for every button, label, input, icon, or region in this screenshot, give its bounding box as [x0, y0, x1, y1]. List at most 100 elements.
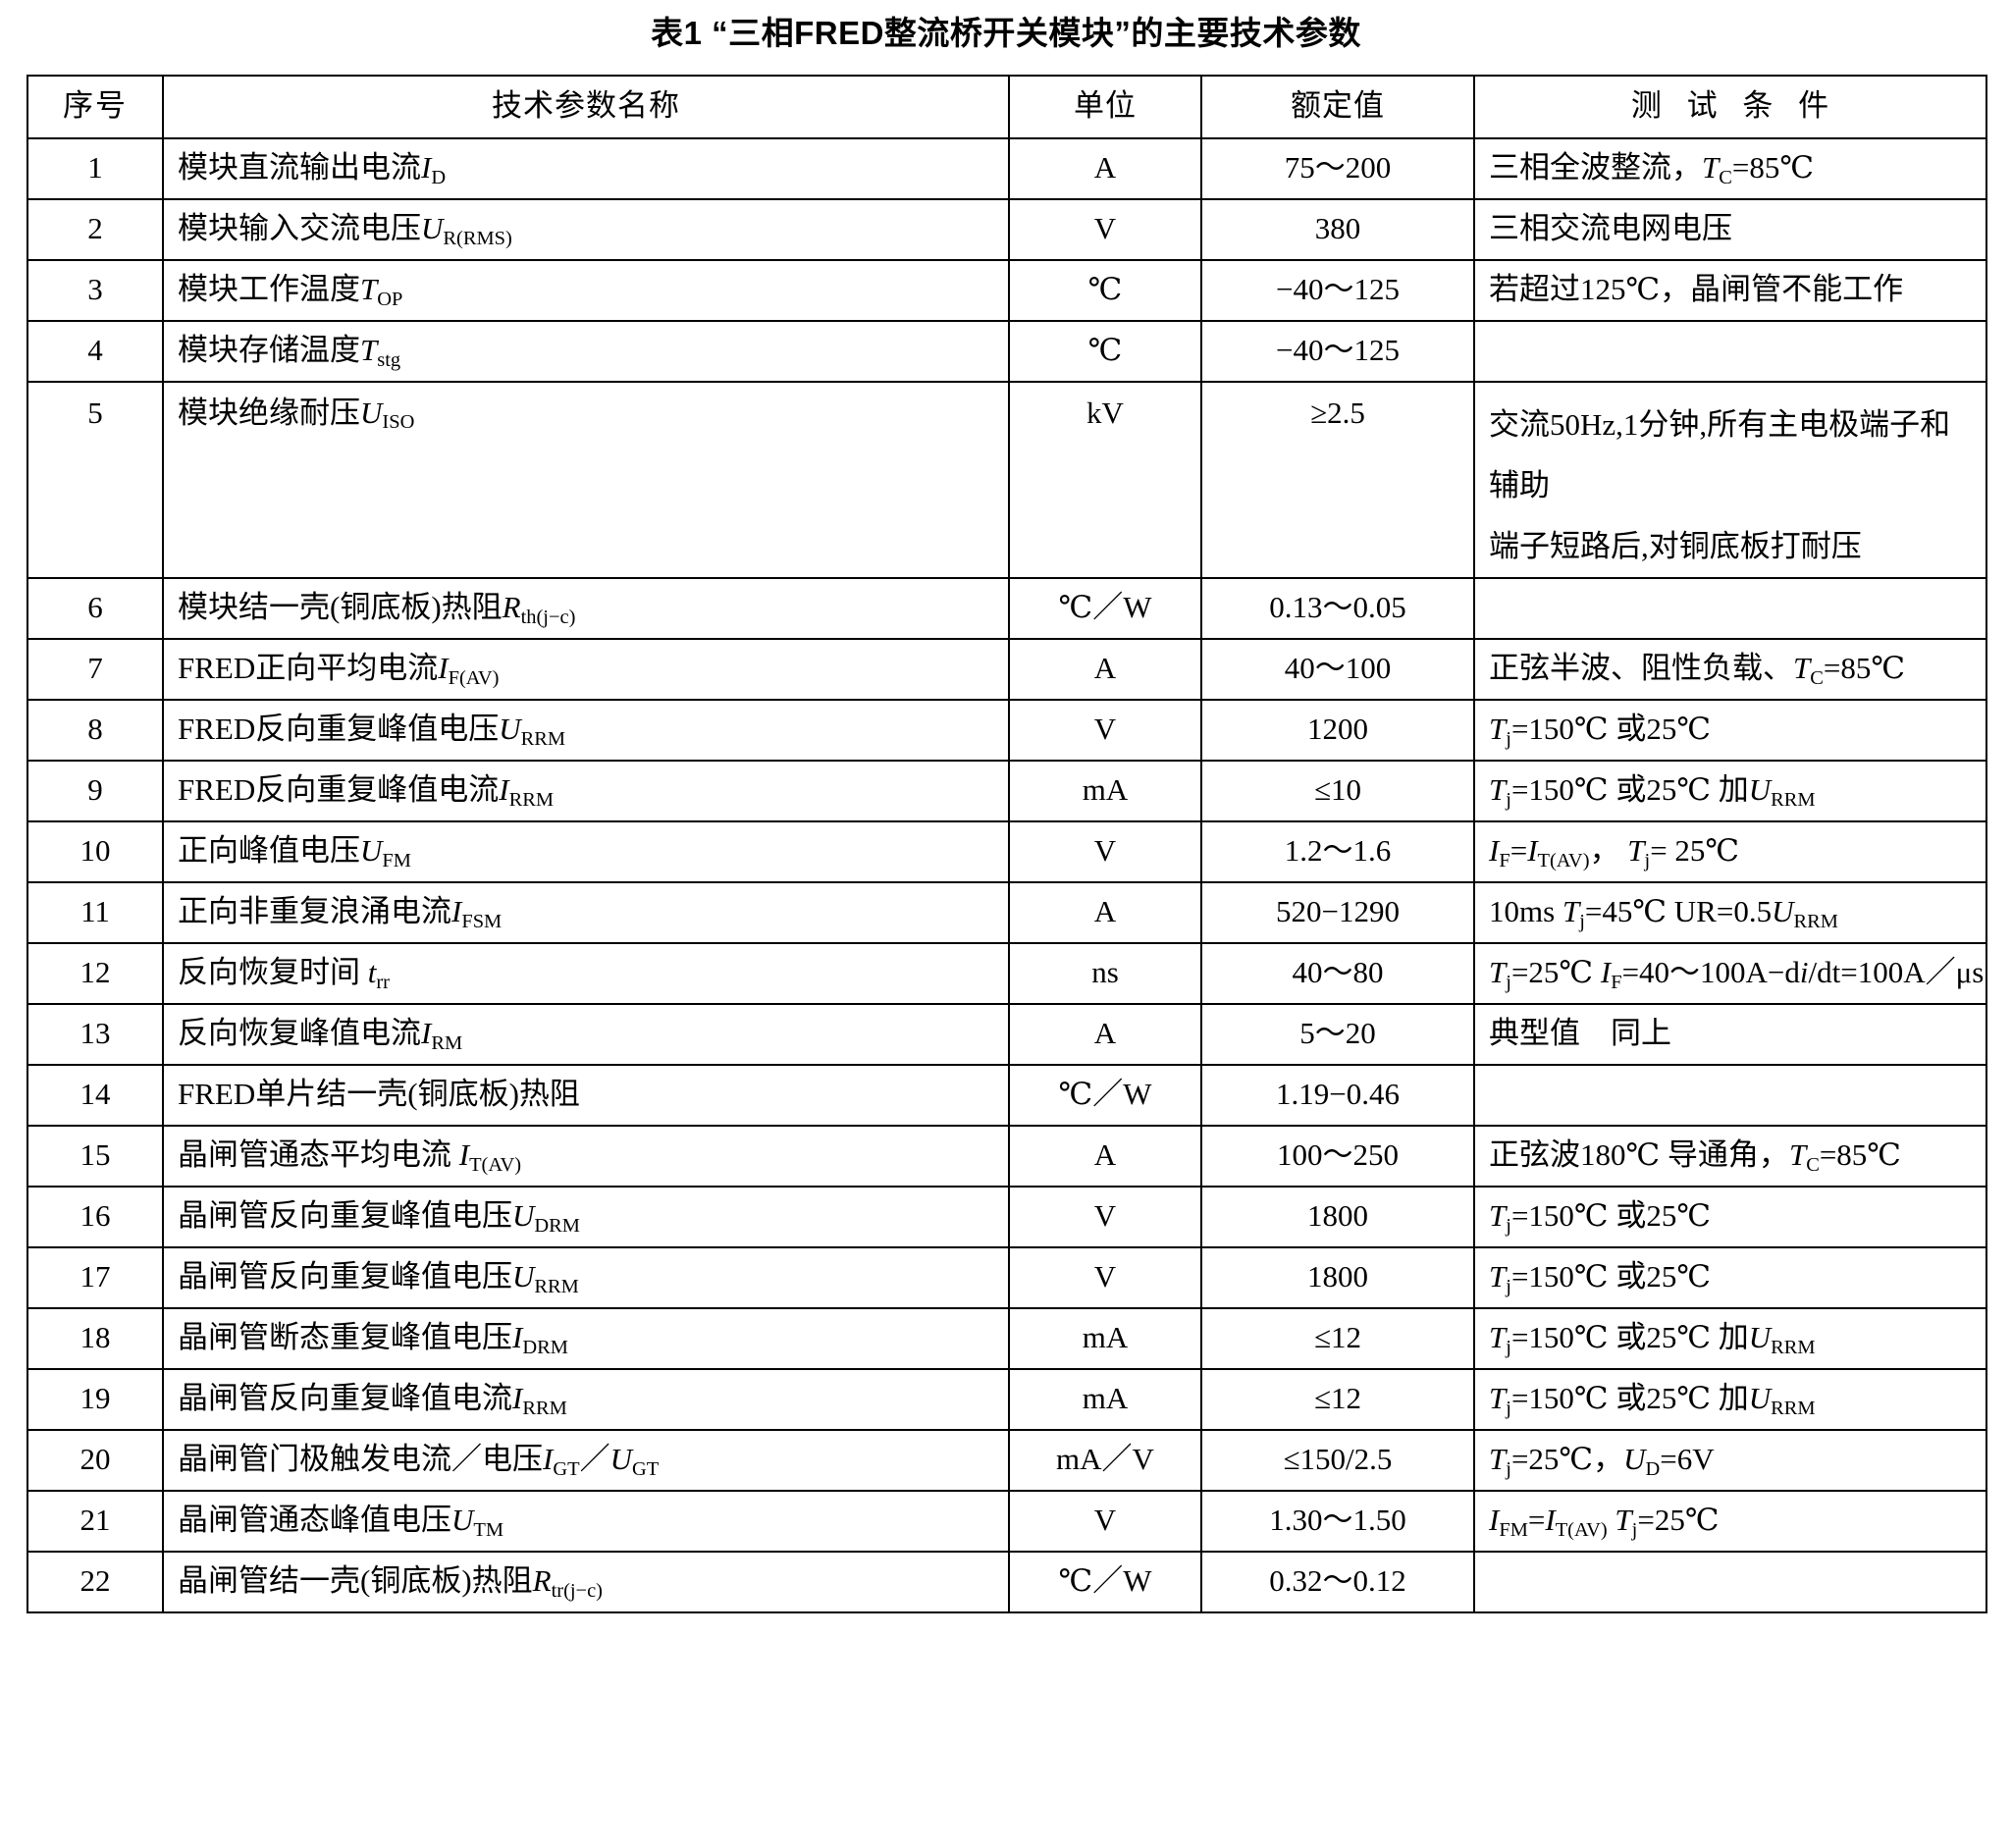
table-row: 7 FRED正向平均电流IF(AV) A 40～100 正弦半波、阻性负载、TC=85℃ — [26, 637, 1987, 701]
cell-test-condition — [1473, 319, 1987, 383]
cell-parameter-name: FRED反向重复峰值电流IRRM — [162, 759, 1010, 822]
cell-test-condition: 若超过125℃，晶闸管不能工作 — [1473, 258, 1987, 322]
cell-no: 9 — [26, 759, 164, 822]
cell-test-condition: 正弦半波、阻性负载、TC=85℃ — [1473, 637, 1987, 701]
cell-parameter-name: 晶闸管反向重复峰值电流IRRM — [162, 1367, 1010, 1431]
cell-no: 14 — [26, 1063, 164, 1127]
cell-test-condition: 三相交流电网电压 — [1473, 197, 1987, 261]
cell-test-condition: Tj=150℃ 或25℃ 加URRM — [1473, 1367, 1987, 1431]
cell-parameter-name: FRED反向重复峰值电压URRM — [162, 698, 1010, 762]
cell-test-condition: 正弦波180℃ 导通角，TC=85℃ — [1473, 1124, 1987, 1188]
cell-parameter-name: 晶闸管反向重复峰值电压URRM — [162, 1245, 1010, 1309]
cell-unit: mA／V — [1008, 1428, 1202, 1492]
cell-rated-value: 0.32～0.12 — [1200, 1550, 1475, 1613]
cell-parameter-name: 模块工作温度TOP — [162, 258, 1010, 322]
cell-unit: A — [1008, 1002, 1202, 1066]
table-caption: 表1 “三相FRED整流桥开关模块”的主要技术参数 — [651, 15, 1361, 51]
cell-test-condition: 交流50Hz,1分钟,所有主电极端子和辅助 端子短路后,对铜底板打耐压 — [1473, 380, 1987, 579]
cell-parameter-name: 正向非重复浪涌电流IFSM — [162, 880, 1010, 944]
cell-rated-value: 1800 — [1200, 1245, 1475, 1309]
cell-no: 1 — [26, 136, 164, 200]
cell-no: 16 — [26, 1185, 164, 1248]
table-row: 22 晶闸管结一壳(铜底板)热阻Rtr(j−c) ℃／W 0.32～0.12 — [26, 1550, 1987, 1613]
cell-test-condition: IF=IT(AV)， Tj= 25℃ — [1473, 819, 1987, 883]
cell-no: 4 — [26, 319, 164, 383]
cell-rated-value: −40～125 — [1200, 258, 1475, 322]
header-condition: 测 试 条 件 — [1473, 74, 1987, 139]
cell-parameter-name: 模块输入交流电压UR(RMS) — [162, 197, 1010, 261]
cell-test-condition: Tj=150℃ 或25℃ 加URRM — [1473, 759, 1987, 822]
cell-no: 3 — [26, 258, 164, 322]
cell-unit: ℃／W — [1008, 1063, 1202, 1127]
table-body: 1 模块直流输出电流ID A 75～200 三相全波整流，TC=85℃ 2 模块输入交流电压… — [26, 136, 1987, 1613]
table-row: 15 晶闸管通态平均电流 IT(AV) A 100～250 正弦波180℃ 导通角，TC… — [26, 1124, 1987, 1188]
table-row: 3 模块工作温度TOP ℃ −40～125 若超过125℃，晶闸管不能工作 — [26, 258, 1987, 322]
cell-rated-value: ≤150/2.5 — [1200, 1428, 1475, 1492]
cell-unit: ℃／W — [1008, 576, 1202, 640]
cell-rated-value: 100～250 — [1200, 1124, 1475, 1188]
cell-test-condition: 典型值 同上 — [1473, 1002, 1987, 1066]
cell-parameter-name: 晶闸管断态重复峰值电压IDRM — [162, 1306, 1010, 1370]
cell-unit: mA — [1008, 1306, 1202, 1370]
cell-rated-value: 40～80 — [1200, 941, 1475, 1005]
cell-rated-value: ≤12 — [1200, 1306, 1475, 1370]
cell-no: 15 — [26, 1124, 164, 1188]
cell-rated-value: 1200 — [1200, 698, 1475, 762]
cell-test-condition: 三相全波整流，TC=85℃ — [1473, 136, 1987, 200]
table-row: 11 正向非重复浪涌电流IFSM A 520−1290 10ms Tj=45℃ UR=0… — [26, 880, 1987, 944]
cell-unit: V — [1008, 197, 1202, 261]
table-header: 序号 技术参数名称 单位 额定值 测 试 条 件 — [26, 74, 1987, 139]
cell-no: 6 — [26, 576, 164, 640]
cell-no: 10 — [26, 819, 164, 883]
cell-unit: A — [1008, 880, 1202, 944]
cell-test-condition — [1473, 1063, 1987, 1127]
cell-no: 12 — [26, 941, 164, 1005]
cell-no: 18 — [26, 1306, 164, 1370]
cell-rated-value: −40～125 — [1200, 319, 1475, 383]
spec-table: 序号 技术参数名称 单位 额定值 测 试 条 件 1 模块直流输出电流ID A 75～… — [26, 74, 1987, 1613]
cell-unit: V — [1008, 698, 1202, 762]
table-row: 8 FRED反向重复峰值电压URRM V 1200 Tj=150℃ 或25℃ — [26, 698, 1987, 762]
cell-rated-value: 1.19−0.46 — [1200, 1063, 1475, 1127]
cell-test-condition: Tj=150℃ 或25℃ — [1473, 1245, 1987, 1309]
cell-parameter-name: 模块存储温度Tstg — [162, 319, 1010, 383]
cell-no: 2 — [26, 197, 164, 261]
cell-rated-value: 380 — [1200, 197, 1475, 261]
table-row: 5 模块绝缘耐压UISO kV ≥2.5 交流50Hz,1分钟,所有主电极端子和辅助 端子… — [26, 380, 1987, 579]
cell-no: 11 — [26, 880, 164, 944]
cell-rated-value: 75～200 — [1200, 136, 1475, 200]
table-row: 1 模块直流输出电流ID A 75～200 三相全波整流，TC=85℃ — [26, 136, 1987, 200]
cell-no: 19 — [26, 1367, 164, 1431]
cell-test-condition: Tj=150℃ 或25℃ — [1473, 698, 1987, 762]
table-row: 9 FRED反向重复峰值电流IRRM mA ≤10 Tj=150℃ 或25℃ 加URRM — [26, 759, 1987, 822]
cell-parameter-name: FRED正向平均电流IF(AV) — [162, 637, 1010, 701]
cell-rated-value: 1800 — [1200, 1185, 1475, 1248]
cell-unit: kV — [1008, 380, 1202, 579]
table-row: 12 反向恢复时间 trr ns 40～80 Tj=25℃ IF=40～100A−di/… — [26, 941, 1987, 1005]
table-row: 18 晶闸管断态重复峰值电压IDRM mA ≤12 Tj=150℃ 或25℃ 加URRM — [26, 1306, 1987, 1370]
cell-rated-value: 0.13～0.05 — [1200, 576, 1475, 640]
cell-rated-value: 40～100 — [1200, 637, 1475, 701]
cell-parameter-name: 模块结一壳(铜底板)热阻Rth(j−c) — [162, 576, 1010, 640]
table-row: 2 模块输入交流电压UR(RMS) V 380 三相交流电网电压 — [26, 197, 1987, 261]
cell-rated-value: 5～20 — [1200, 1002, 1475, 1066]
cell-test-condition — [1473, 1550, 1987, 1613]
table-row: 17 晶闸管反向重复峰值电压URRM V 1800 Tj=150℃ 或25℃ — [26, 1245, 1987, 1309]
cell-test-condition — [1473, 576, 1987, 640]
cell-unit: A — [1008, 637, 1202, 701]
cell-unit: A — [1008, 1124, 1202, 1188]
cell-rated-value: 1.2～1.6 — [1200, 819, 1475, 883]
cell-test-condition: Tj=150℃ 或25℃ 加URRM — [1473, 1306, 1987, 1370]
cell-unit: ns — [1008, 941, 1202, 1005]
cell-test-condition: Tj=150℃ 或25℃ — [1473, 1185, 1987, 1248]
cell-parameter-name: 模块直流输出电流ID — [162, 136, 1010, 200]
table-row: 13 反向恢复峰值电流IRM A 5～20 典型值 同上 — [26, 1002, 1987, 1066]
cell-unit: ℃／W — [1008, 1550, 1202, 1613]
header-rated: 额定值 — [1200, 74, 1475, 139]
cell-unit: mA — [1008, 759, 1202, 822]
cell-unit: V — [1008, 1489, 1202, 1553]
cell-no: 20 — [26, 1428, 164, 1492]
cell-no: 7 — [26, 637, 164, 701]
cell-no: 13 — [26, 1002, 164, 1066]
header-name: 技术参数名称 — [162, 74, 1010, 139]
